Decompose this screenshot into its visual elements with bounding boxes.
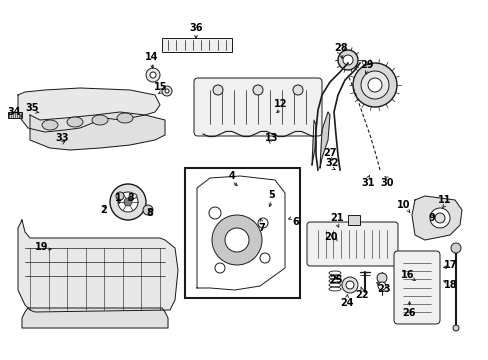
Bar [184, 168, 299, 298]
Circle shape [208, 207, 221, 219]
Circle shape [376, 273, 386, 283]
Text: 19: 19 [35, 242, 49, 252]
Circle shape [212, 215, 262, 265]
Circle shape [142, 205, 153, 215]
Text: 15: 15 [154, 82, 167, 92]
Circle shape [162, 86, 172, 96]
Text: 25: 25 [328, 275, 342, 285]
Text: 24: 24 [340, 298, 353, 308]
Text: 28: 28 [333, 43, 347, 53]
Circle shape [118, 192, 138, 212]
Text: 13: 13 [264, 133, 278, 143]
Circle shape [367, 78, 381, 92]
Text: 20: 20 [324, 232, 337, 242]
Text: 16: 16 [401, 270, 414, 280]
Circle shape [352, 63, 396, 107]
FancyBboxPatch shape [393, 251, 439, 324]
Circle shape [146, 68, 160, 82]
Circle shape [116, 192, 124, 200]
Circle shape [450, 243, 460, 253]
Ellipse shape [117, 113, 133, 123]
Ellipse shape [129, 194, 137, 198]
Text: 35: 35 [25, 103, 39, 113]
Circle shape [124, 198, 132, 206]
Ellipse shape [67, 117, 83, 127]
Bar [347, 215, 359, 225]
Circle shape [360, 71, 388, 99]
Bar [8, 112, 22, 118]
Text: 9: 9 [428, 213, 434, 223]
Circle shape [337, 50, 357, 70]
Text: 2: 2 [101, 205, 107, 215]
Polygon shape [411, 196, 461, 240]
Polygon shape [30, 112, 164, 150]
Circle shape [213, 85, 223, 95]
Circle shape [110, 184, 146, 220]
Text: 18: 18 [443, 280, 457, 290]
Text: 6: 6 [292, 217, 299, 227]
Circle shape [377, 282, 385, 290]
Text: 26: 26 [402, 308, 415, 318]
Text: 23: 23 [376, 284, 390, 294]
Text: 34: 34 [7, 107, 20, 117]
Circle shape [260, 253, 269, 263]
Polygon shape [197, 176, 285, 290]
Text: 33: 33 [55, 133, 69, 143]
Circle shape [341, 277, 357, 293]
Text: 29: 29 [360, 60, 373, 70]
Circle shape [252, 85, 263, 95]
Polygon shape [18, 220, 178, 312]
Text: 7: 7 [258, 223, 265, 233]
Circle shape [452, 325, 458, 331]
Text: 5: 5 [268, 190, 275, 200]
Text: 14: 14 [145, 52, 159, 62]
Polygon shape [18, 88, 160, 132]
Text: 31: 31 [361, 178, 374, 188]
Text: 22: 22 [354, 290, 368, 300]
Circle shape [224, 228, 248, 252]
Circle shape [164, 89, 169, 93]
FancyBboxPatch shape [194, 78, 321, 136]
Polygon shape [319, 112, 329, 168]
Text: 32: 32 [325, 158, 338, 168]
Ellipse shape [42, 120, 58, 130]
Text: 12: 12 [274, 99, 287, 109]
Text: 8: 8 [146, 208, 153, 218]
Text: 30: 30 [380, 178, 393, 188]
Text: 27: 27 [323, 148, 336, 158]
Text: 36: 36 [189, 23, 203, 33]
Text: 1: 1 [114, 193, 121, 203]
Text: 21: 21 [329, 213, 343, 223]
Ellipse shape [92, 115, 108, 125]
Circle shape [258, 218, 267, 228]
Text: 4: 4 [228, 171, 235, 181]
Circle shape [346, 281, 353, 289]
Polygon shape [311, 120, 315, 165]
Text: 3: 3 [127, 193, 134, 203]
Circle shape [429, 208, 449, 228]
Circle shape [342, 55, 352, 65]
Bar [162, 38, 231, 52]
Text: 11: 11 [437, 195, 451, 205]
Polygon shape [22, 308, 168, 328]
Circle shape [292, 85, 303, 95]
Circle shape [150, 72, 156, 78]
Text: 17: 17 [443, 260, 457, 270]
Circle shape [434, 213, 444, 223]
Text: 10: 10 [396, 200, 410, 210]
FancyBboxPatch shape [306, 222, 397, 266]
Circle shape [215, 263, 224, 273]
